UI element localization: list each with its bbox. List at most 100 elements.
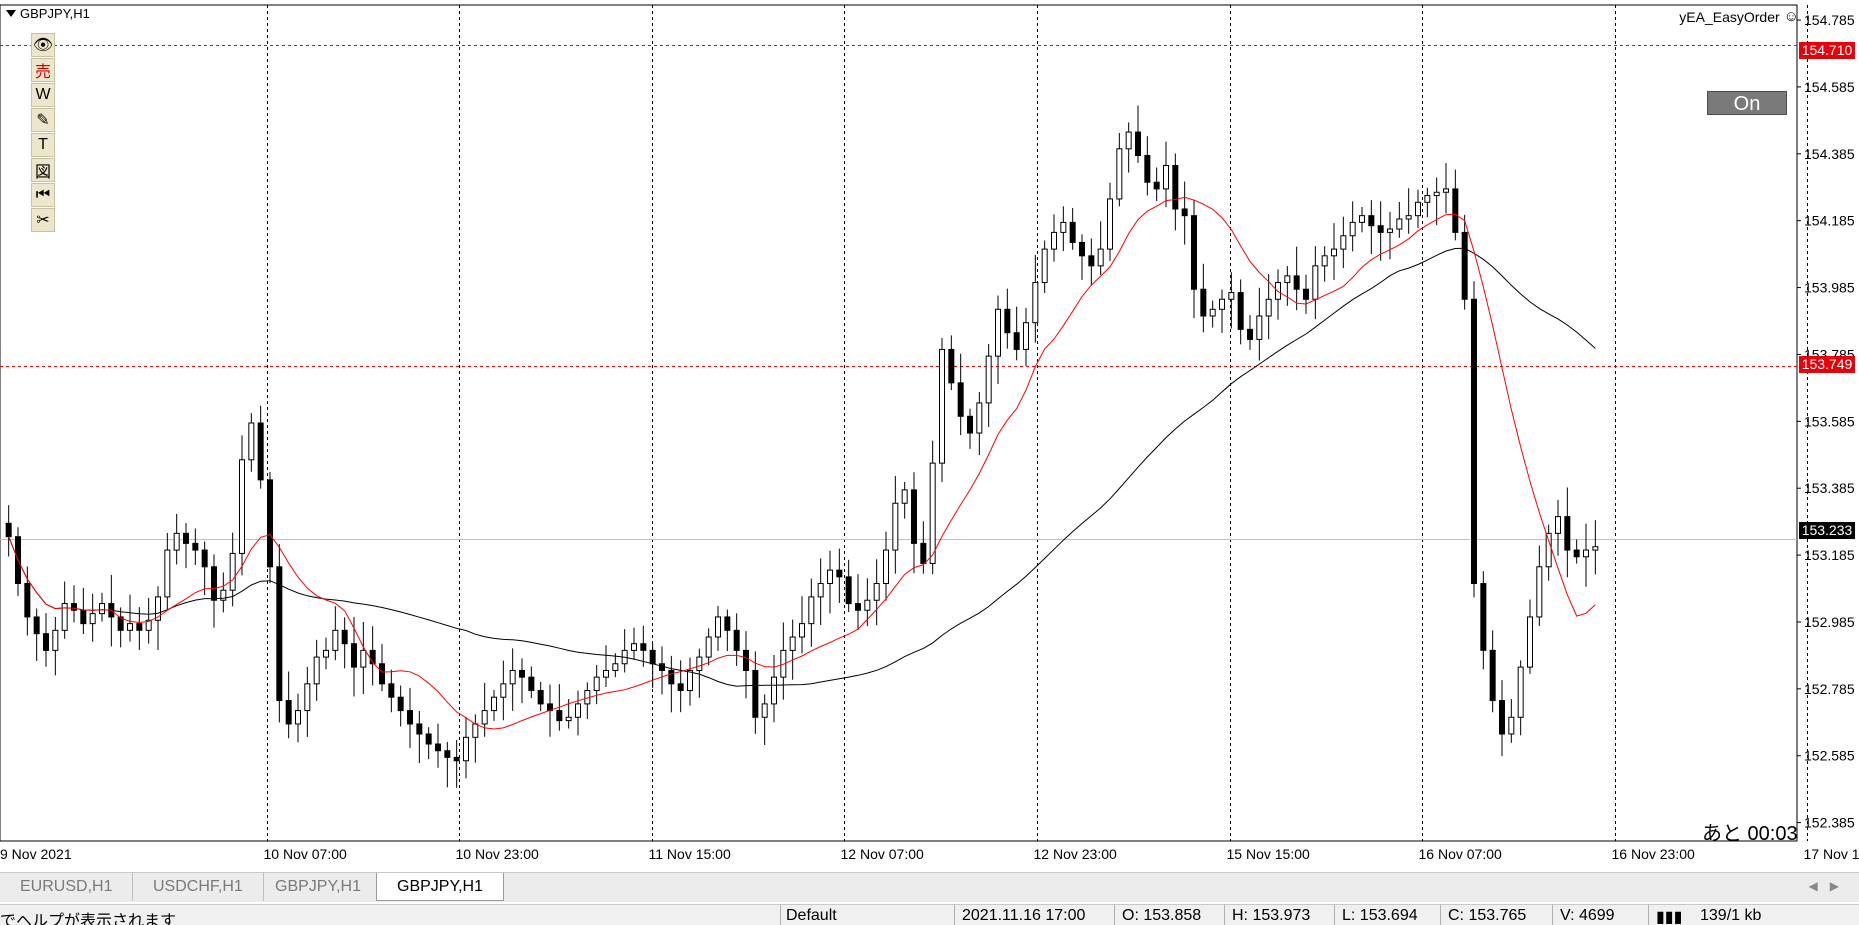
candle-body [145,619,152,631]
candle-body [1471,298,1477,585]
price-tag-upper-line: 154.710 [1799,42,1855,59]
pencil-icon[interactable]: ✎ [31,108,55,132]
candle-body [463,736,469,762]
candle-body [864,599,871,611]
candle-body [761,703,768,718]
x-tick-label: 16 Nov 07:00 [1419,846,1502,862]
candle-body [425,733,432,745]
expert-advisor-label[interactable]: yEA_EasyOrder ☺ [1679,8,1799,25]
candle-body [239,459,245,554]
candle-body [229,552,236,591]
moving-average-black-line [8,247,1596,687]
candle-body [957,382,964,417]
candle-body [1499,700,1505,735]
y-tick-label: 154.185 [1804,213,1855,229]
scissors-icon[interactable]: ✂ [31,208,55,232]
candle-body [1321,255,1328,267]
w-icon[interactable]: W [31,83,55,107]
y-tick-label: 152.785 [1804,681,1855,697]
candle-body [556,710,563,722]
candle-body [929,462,936,564]
chart-tabs-bar: EURUSD,H1 USDCHF,H1 GBPJPY,H1 GBPJPY,H1 … [0,872,1859,902]
candle-body [1219,298,1225,310]
candle-body [164,549,171,598]
candle-body [24,583,31,618]
tab-eurusd-h1[interactable]: EURUSD,H1 [0,873,134,901]
chart-window-title[interactable]: GBPJPY,H1 [6,6,90,21]
candle-body [649,649,656,665]
y-tick-label: 153.385 [1804,480,1855,496]
chart-canvas[interactable]: 9 Nov 2021 10 Nov 07:00 10 Nov 23:00 11 Nov… [0,0,1859,870]
candle-body [911,489,917,544]
tab-usdchf-h1[interactable]: USDCHF,H1 [133,873,264,901]
chart-window[interactable]: 9 Nov 2021 10 Nov 07:00 10 Nov 23:00 11 Nov… [0,0,1859,870]
x-tick-label: 12 Nov 23:00 [1034,846,1117,862]
x-tick-label: 15 Nov 15:00 [1227,846,1310,862]
candle-body [397,696,404,712]
status-bar: でヘルプが表示されます Default 2021.11.16 17:00 O: … [0,904,1859,925]
status-open: O: 153.858 [1122,907,1202,924]
candle-body [799,623,805,638]
candle-body [892,502,899,551]
y-tick-label: 153.985 [1804,280,1855,296]
chart-menu-triangle-icon[interactable] [6,10,16,17]
candle-body [1265,298,1272,317]
candle-body [631,643,637,651]
price-tag-current: 153.233 [1799,522,1855,539]
candle-body [1303,288,1309,300]
candle-body [1163,165,1169,190]
ea-name: yEA_EasyOrder [1679,8,1780,25]
candle-body [1023,322,1029,350]
candle-body [743,649,749,671]
candle-body [687,669,693,692]
candle-body [52,629,59,651]
candle-body [1069,221,1076,243]
candle-body [519,669,525,678]
candle-body [1517,666,1524,718]
candle-body [1060,221,1067,233]
candle-body [472,723,479,738]
candle-body [71,603,77,611]
tab-gbpjpy-h1[interactable]: GBPJPY,H1 [255,873,382,901]
candle-body [1396,218,1403,230]
candle-body [1461,231,1468,300]
candle-body [99,603,105,615]
eye-icon[interactable]: 👁 [31,33,55,57]
ea-on-button[interactable]: On [1707,91,1787,115]
candle-body [1041,248,1048,284]
candle-body [313,656,320,685]
status-profile[interactable]: Default [786,907,837,924]
tab-scroll-arrows-icon[interactable]: ◀▶ [1808,879,1851,893]
rewind-icon[interactable]: ⏮ [31,183,55,207]
candle-body [127,623,133,631]
candle-body [369,649,376,665]
plot-area [0,4,1798,842]
candle-body [201,549,208,568]
candle-body [976,402,983,434]
candle-body [360,649,367,668]
candle-body [1489,649,1496,702]
candle-body [705,636,712,658]
candle-body [724,616,731,631]
candle-body [1331,248,1337,257]
candle-body [873,583,880,601]
candle-body [192,542,199,551]
y-tick-label: 153.585 [1804,413,1855,429]
text-tool-icon[interactable]: T [31,133,55,157]
picture-icon[interactable]: 図 [31,158,55,182]
sell-kanji-icon[interactable]: 売 [31,58,55,82]
candle-body [733,629,740,651]
candle-body [388,683,395,698]
status-traffic: 139/1 kb [1700,907,1762,924]
candle-body [1284,275,1291,284]
candle-body [668,669,675,685]
candle-body [248,422,255,461]
candle-body [1564,516,1571,551]
candle-body [696,656,703,671]
candle-body [1237,292,1244,330]
status-volume: V: 4699 [1560,907,1615,924]
candle-body [1228,292,1235,300]
candle-body [1583,549,1589,558]
tab-gbpjpy-h1-active[interactable]: GBPJPY,H1 [376,873,504,901]
candle-body [575,703,581,718]
